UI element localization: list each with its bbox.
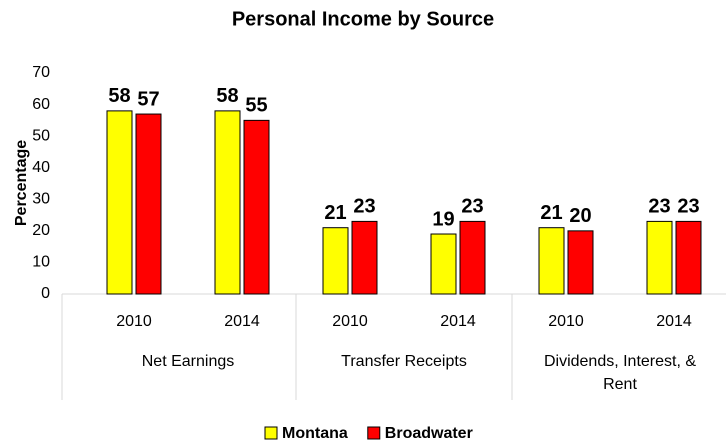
data-label: 23 bbox=[677, 196, 699, 218]
chart-title: Personal Income by Source bbox=[232, 8, 494, 30]
y-tick-label: 30 bbox=[32, 191, 50, 208]
data-label: 23 bbox=[461, 196, 483, 218]
y-tick-label: 60 bbox=[32, 96, 50, 113]
group-label: Net Earnings bbox=[141, 353, 235, 370]
legend-swatch bbox=[367, 426, 381, 440]
bar bbox=[567, 230, 594, 295]
group-label: Dividends, Interest, & Rent bbox=[543, 353, 697, 393]
data-label: 23 bbox=[353, 196, 375, 218]
bar bbox=[106, 110, 133, 295]
x-tick-label: 2010 bbox=[116, 313, 152, 330]
x-tick-label: 2014 bbox=[656, 313, 692, 330]
data-label: 23 bbox=[648, 196, 670, 218]
x-tick-label: 2010 bbox=[332, 313, 368, 330]
data-label: 57 bbox=[137, 88, 159, 110]
y-axis-label: Percentage bbox=[13, 140, 30, 226]
legend-label: Montana bbox=[282, 425, 348, 442]
bar bbox=[538, 227, 565, 295]
data-label: 21 bbox=[540, 202, 562, 224]
bar bbox=[322, 227, 349, 295]
y-tick-label: 20 bbox=[32, 222, 50, 239]
y-tick-label: 70 bbox=[32, 64, 50, 81]
data-label: 19 bbox=[432, 208, 454, 230]
data-label: 20 bbox=[569, 205, 591, 227]
x-tick-label: 2010 bbox=[548, 313, 584, 330]
bar bbox=[351, 220, 378, 295]
y-tick-label: 50 bbox=[32, 127, 50, 144]
group-label: Transfer Receipts bbox=[341, 353, 467, 370]
bar bbox=[646, 220, 673, 295]
bar bbox=[430, 233, 457, 295]
y-tick-label: 10 bbox=[32, 254, 50, 271]
legend-swatch bbox=[264, 426, 278, 440]
bar bbox=[675, 220, 702, 295]
bar bbox=[459, 220, 486, 295]
y-tick-label: 0 bbox=[41, 285, 50, 302]
bar bbox=[243, 119, 270, 295]
data-label: 58 bbox=[108, 85, 130, 107]
bar bbox=[214, 110, 241, 295]
data-label: 55 bbox=[245, 95, 267, 117]
data-label: 58 bbox=[216, 85, 238, 107]
y-tick-label: 40 bbox=[32, 159, 50, 176]
data-label: 21 bbox=[324, 202, 346, 224]
legend-label: Broadwater bbox=[385, 425, 473, 442]
x-tick-label: 2014 bbox=[224, 313, 260, 330]
bar bbox=[135, 113, 162, 295]
x-tick-label: 2014 bbox=[440, 313, 476, 330]
